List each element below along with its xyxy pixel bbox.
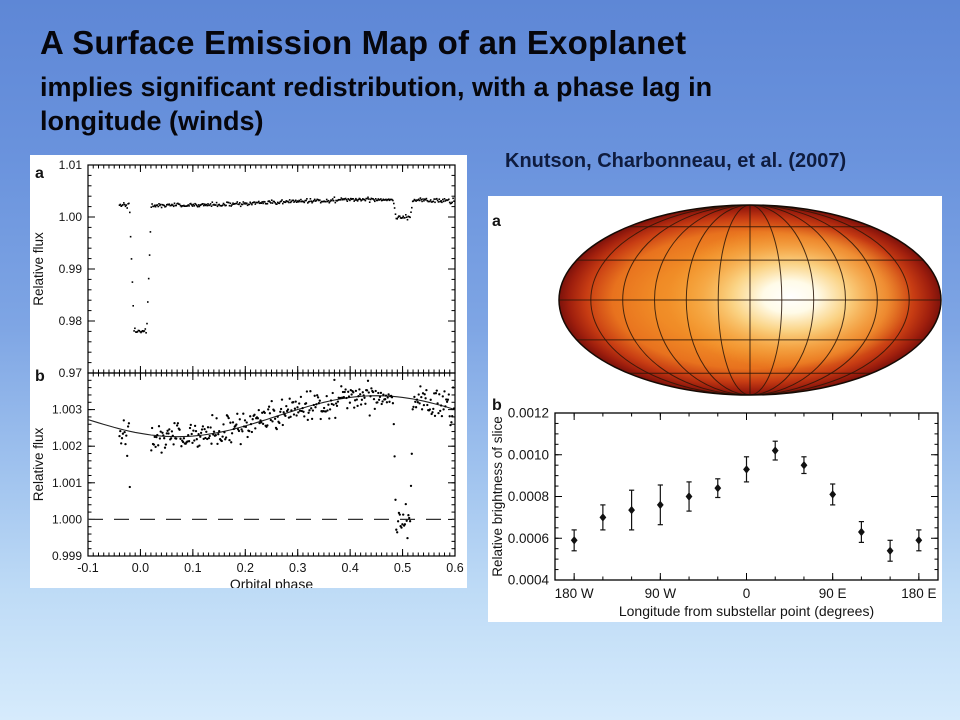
svg-text:Orbital phase: Orbital phase	[230, 576, 313, 588]
svg-text:1.003: 1.003	[52, 403, 82, 417]
svg-text:0.97: 0.97	[59, 366, 83, 380]
svg-text:0.0008: 0.0008	[508, 489, 549, 504]
svg-text:0: 0	[743, 586, 751, 601]
svg-text:b: b	[492, 397, 502, 414]
svg-text:1.002: 1.002	[52, 439, 82, 453]
svg-text:0.1: 0.1	[184, 561, 201, 575]
svg-text:Relative flux: Relative flux	[31, 427, 46, 501]
slide-title: A Surface Emission Map of an Exoplanet	[40, 24, 687, 61]
svg-text:1.001: 1.001	[52, 476, 82, 490]
svg-text:0.0006: 0.0006	[508, 531, 549, 546]
svg-text:0.99: 0.99	[59, 262, 83, 276]
svg-text:0.0010: 0.0010	[508, 447, 549, 462]
lightcurve-figure: 1.01 1.00 0.99 0.98 0.97 1.003 1.002 1.001 1.000…	[30, 155, 467, 588]
svg-text:0.5: 0.5	[394, 561, 411, 575]
svg-text:a: a	[35, 165, 44, 182]
slice-data-points	[570, 440, 923, 562]
svg-text:90 E: 90 E	[819, 586, 847, 601]
svg-text:0.2: 0.2	[237, 561, 254, 575]
svg-text:0.0: 0.0	[132, 561, 149, 575]
lightcurve-data-points	[118, 196, 456, 540]
svg-text:180 E: 180 E	[901, 586, 936, 601]
map-graticule	[559, 204, 941, 396]
svg-text:1.00: 1.00	[59, 210, 83, 224]
svg-text:1.01: 1.01	[59, 158, 83, 172]
slide-subtitle: implies significant redistribution, with…	[40, 70, 712, 138]
svg-text:180 W: 180 W	[555, 586, 594, 601]
brightness-map	[558, 204, 942, 396]
lightcurve-panels: 1.01 1.00 0.99 0.98 0.97 1.003 1.002 1.001 1.000…	[31, 158, 464, 588]
svg-text:90 W: 90 W	[645, 586, 677, 601]
svg-text:Longitude from substellar poin: Longitude from substellar point (degrees…	[619, 603, 874, 619]
svg-text:Relative brightness of slice: Relative brightness of slice	[490, 416, 505, 577]
emission-map-chart: a 0.0004 0.0006 0.0008 0.0010 0.0012 180 W 90 W…	[490, 204, 942, 619]
svg-text:0.6: 0.6	[446, 561, 463, 575]
svg-text:0.0004: 0.0004	[508, 573, 550, 588]
svg-text:b: b	[35, 368, 45, 385]
subtitle-line-2: longitude (winds)	[40, 106, 264, 136]
lightcurve-chart: 1.01 1.00 0.99 0.98 0.97 1.003 1.002 1.001 1.000…	[31, 158, 464, 588]
slice-brightness-plot: 0.0004 0.0006 0.0008 0.0010 0.0012 180 W 90 W 0…	[490, 406, 939, 619]
svg-text:0.98: 0.98	[59, 314, 83, 328]
svg-text:0.0012: 0.0012	[508, 406, 549, 421]
emission-map-figure: a 0.0004 0.0006 0.0008 0.0010 0.0012 180 W 90 W…	[488, 196, 942, 622]
svg-text:0.999: 0.999	[52, 549, 82, 563]
svg-text:0.3: 0.3	[289, 561, 306, 575]
svg-text:a: a	[492, 213, 501, 230]
svg-text:0.4: 0.4	[341, 561, 358, 575]
svg-text:1.000: 1.000	[52, 512, 82, 526]
citation-text: Knutson, Charbonneau, et al. (2007)	[505, 150, 847, 172]
svg-text:-0.1: -0.1	[77, 561, 99, 575]
subtitle-line-1: implies significant redistribution, with…	[40, 72, 713, 102]
svg-text:Relative flux: Relative flux	[31, 232, 46, 306]
